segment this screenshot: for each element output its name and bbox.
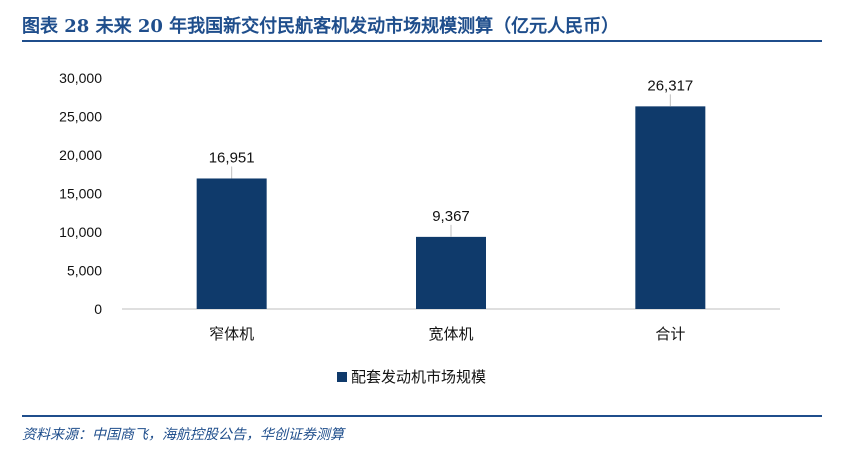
- x-tick-label: 窄体机: [209, 325, 254, 343]
- data-label: 26,317: [647, 77, 693, 94]
- bar-1: [196, 178, 267, 309]
- data-label: 9,367: [432, 208, 470, 225]
- y-tick-label: 20,000: [59, 147, 102, 163]
- data-label: 16,951: [209, 149, 255, 166]
- bar-chart: 0 5,000 10,000 15,000 20,000 25,000 30,000 16,9…: [59, 70, 780, 343]
- y-tick-label: 15,000: [59, 186, 102, 202]
- x-tick-label: 宽体机: [428, 325, 473, 343]
- y-tick-label: 25,000: [59, 109, 102, 125]
- bar-3: [635, 106, 706, 309]
- title-bar: 图表 28 未来 20 年我国新交付民航客机发动市场规模测算（亿元人民币）: [22, 6, 822, 42]
- source-note: 资料来源：中国商飞，海航控股公告，华创证券测算: [22, 427, 344, 443]
- legend-label: 配套发动机市场规模: [351, 368, 487, 386]
- y-tick-label: 0: [94, 301, 102, 317]
- chart-title: 图表 28 未来 20 年我国新交付民航客机发动市场规模测算（亿元人民币）: [22, 16, 620, 37]
- y-tick-label: 10,000: [59, 224, 102, 240]
- bottom-rule: [22, 415, 822, 417]
- legend-swatch: [337, 371, 347, 382]
- bar-2: [416, 236, 486, 309]
- y-tick-label: 30,000: [59, 70, 102, 86]
- chart-legend: 配套发动机市场规模: [337, 366, 486, 387]
- x-tick-label: 合计: [655, 325, 685, 343]
- y-tick-label: 5,000: [67, 263, 102, 279]
